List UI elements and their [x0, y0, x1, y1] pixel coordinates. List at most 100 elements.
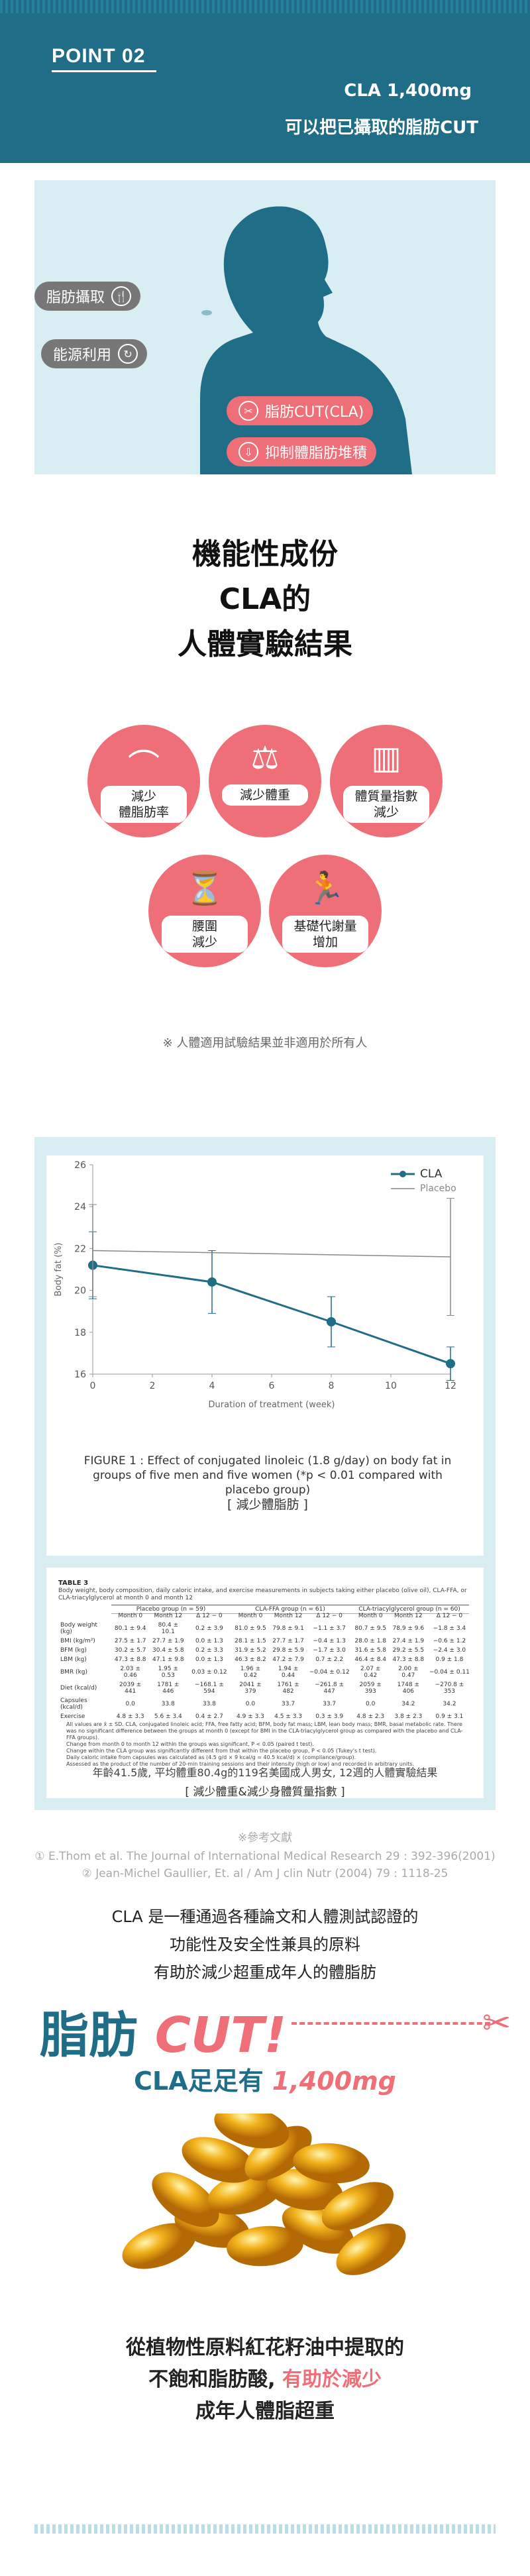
table-desc: Body weight, body composition, daily cal… — [58, 1587, 467, 1601]
y-tick-label: 26 — [74, 1160, 86, 1171]
desc-line-2: 功能性及安全性兼具的原料 — [170, 1935, 360, 1954]
figure-caption: FIGURE 1 : Effect of conjugated linoleic… — [83, 1454, 452, 1497]
result-weight: ⚖ 減少體重 — [209, 725, 321, 837]
tag-fat-intake-label: 脂肪攝取 — [46, 290, 105, 306]
y-axis-label: Body fat (%) — [54, 1242, 64, 1296]
data-point-cla — [327, 1317, 336, 1326]
tape-measure-icon: ⌒ — [127, 747, 160, 784]
header-line-1: CLA 1,400mg — [344, 81, 472, 101]
body-illustration: 脂肪攝取 🍴 能源利用 ↻ ✂ 脂肪CUT(CLA) ⇩ 抑制體脂肪堆積 — [34, 180, 496, 474]
study-table: Month 0 Month 12 Δ 12 − 0 Month 0 Month 12 Δ … — [58, 1611, 472, 1721]
tag-inhibit-label: 抑制體脂肪堆積 — [265, 445, 368, 462]
final-line-2a: 不飽和脂肪酸, — [148, 2368, 282, 2391]
bar-chart-icon: ▥ — [371, 739, 401, 777]
desc-line-1: CLA 是一種通過各種論文和人體測試認證的 — [111, 1907, 419, 1926]
softgel-capsule — [336, 2224, 406, 2275]
title-line-2: CLA的 — [219, 582, 311, 616]
figure-card: 16 18 20 22 24 26 0 2 4 6 8 10 12 Duration of treatme… — [46, 1155, 484, 1556]
softgel-capsule — [227, 2226, 303, 2267]
softgel-capsule — [152, 2172, 219, 2227]
reference-1: ① E.Thom et al. The Journal of Internati… — [34, 1850, 496, 1863]
fat-word: 脂肪 — [40, 2007, 138, 2064]
table-row: Capsules (kcal/d) 0.0 33.8 33.8 0.0 33.7 33.7 0… — [60, 1697, 456, 1711]
x-tick-label: 6 — [269, 1381, 275, 1391]
table-footnote: Change within the CLA group was signific… — [66, 1748, 377, 1754]
table-card: TABLE 3 Body weight, body composition, d… — [46, 1568, 484, 1799]
series-line-cla — [92, 1264, 451, 1365]
references-head: ※參考文獻 — [237, 1831, 293, 1845]
figure-label: [ 減少體脂肪 ] — [227, 1497, 308, 1512]
legend-cla-label: CLA — [420, 1167, 443, 1181]
data-point-cla — [446, 1359, 455, 1369]
tag-energy-use: 能源利用 ↻ — [41, 339, 148, 368]
y-tick-label: 18 — [74, 1328, 86, 1338]
y-tick-label: 20 — [74, 1286, 86, 1297]
down-arrow-icon: ⇩ — [238, 442, 258, 462]
result-bmi-label: 體質量指數 減少 — [343, 786, 429, 823]
table-row: BFM (kg) 30.2 ± 5.7 30.4 ± 5.8 0.2 ± 3.3 31.… — [60, 1647, 466, 1654]
x-tick-label: 4 — [209, 1381, 215, 1391]
tag-fat-cut-label: 脂肪CUT(CLA) — [265, 404, 364, 421]
y-tick-label: 24 — [74, 1202, 86, 1212]
final-line-3: 成年人體脂超重 — [195, 2400, 335, 2423]
table-summary: 年齡41.5歲, 平均體重80.4g的119名美國成人男女, 12週的人體實驗結… — [92, 1766, 438, 1779]
final-line-2: 不飽和脂肪酸, 有助於減少 — [0, 2364, 530, 2396]
disclaimer-note: ※ 人體適用試驗結果並非適用於所有人 — [162, 1036, 368, 1050]
desc-line-3: 有助於減少超重成年人的體脂肪 — [154, 1963, 376, 1982]
study-section: 16 18 20 22 24 26 0 2 4 6 8 10 12 Duration of treatme… — [34, 1137, 496, 1810]
table-group-header: Placebo group (n = 59) CLA-FFA group (n … — [111, 1605, 469, 1614]
table-row: Diet (kcal/d) 2039 ± 441 1781 ± 446 −168.1 … — [60, 1682, 464, 1695]
table-header-row: Month 0 Month 12 Δ 12 − 0 Month 0 Month 12 Δ … — [118, 1613, 463, 1619]
bottom-dotted-divider — [34, 2524, 496, 2534]
tag-inhibit: ⇩ 抑制體脂肪堆積 — [227, 437, 377, 466]
result-body-fat-label: 減少 體脂肪率 — [101, 786, 187, 823]
y-tick-label: 22 — [74, 1244, 86, 1254]
table-row: Body weight (kg) 80.1 ± 9.4 80.4 ± 10.1 0.2… — [60, 1622, 466, 1635]
softgel-capsules-image — [122, 2114, 406, 2275]
title-line-3: 人體實驗結果 — [178, 627, 352, 661]
x-tick-label: 12 — [445, 1381, 456, 1391]
title-line-1: 機能性成份 — [192, 537, 338, 571]
softgel-capsule — [244, 2125, 312, 2181]
cut-word: CUT! — [154, 2007, 287, 2064]
y-tick-label: 16 — [74, 1369, 86, 1380]
softgel-capsule — [122, 2223, 196, 2269]
table-footnotes: All values are x̄ ± SD. CLA, conjugated … — [66, 1721, 464, 1768]
cla-amount-label: CLA足足有 — [134, 2066, 264, 2096]
table-footnote: Change from month 0 to month 12 within t… — [66, 1741, 314, 1747]
human-silhouette — [200, 206, 412, 474]
tag-fat-cut: ✂ 脂肪CUT(CLA) — [227, 396, 374, 425]
result-weight-label: 減少體重 — [222, 784, 308, 806]
x-tick-label: 8 — [329, 1381, 335, 1391]
final-line-1: 從植物性原料紅花籽油中提取的 — [126, 2336, 404, 2359]
table-footnote: Assessed as the product of the number of… — [66, 1761, 414, 1767]
softgel-capsule — [182, 2137, 256, 2183]
result-metabolism-label: 基礎代謝量 增加 — [282, 916, 368, 953]
x-tick-label: 0 — [90, 1381, 96, 1391]
reference-2: ② Jean-Michel Gaullier, Et. al / Am J cl… — [81, 1867, 449, 1880]
scissors-icon: ✂ — [238, 401, 258, 421]
legend-cla: CLA — [391, 1167, 442, 1181]
result-waist-label: 腰圍 減少 — [162, 916, 248, 953]
header-banner: POINT 02 CLA 1,400mg 可以把已攝取的脂肪CUT — [0, 0, 530, 163]
runner-icon: 🏃 — [305, 870, 345, 907]
x-tick-label: 10 — [385, 1381, 397, 1391]
scale-icon: ⚖ — [250, 739, 280, 777]
table-row: BMI (kg/m²) 27.5 ± 1.7 27.7 ± 1.9 0.0 ± 1.3… — [60, 1638, 466, 1644]
header-stripe-top — [0, 0, 530, 13]
final-line-2b: 有助於減少 — [282, 2368, 382, 2391]
result-bmi: ▥ 體質量指數 減少 — [330, 725, 443, 837]
point-label: POINT 02 — [52, 45, 156, 72]
cut-dashed-line — [292, 2022, 490, 2025]
table-row: Exercise 4.8 ± 3.3 5.6 ± 3.4 0.4 ± 2.7 4.9 ±… — [60, 1713, 464, 1720]
cycle-icon: ↻ — [118, 344, 138, 364]
cla-amount: CLA足足有 1,400mg — [0, 2061, 530, 2097]
table-title: TABLE 3 — [58, 1580, 89, 1587]
scissors-icon: ✂ — [482, 2004, 511, 2043]
header-line-2: 可以把已攝取的脂肪CUT — [285, 118, 478, 138]
softgel-capsule — [293, 2143, 370, 2184]
data-point-cla — [207, 1277, 217, 1287]
food-icon: 🍴 — [111, 286, 132, 306]
table-label: [ 減少體重&減少身體質量指數 ] — [185, 1786, 345, 1799]
